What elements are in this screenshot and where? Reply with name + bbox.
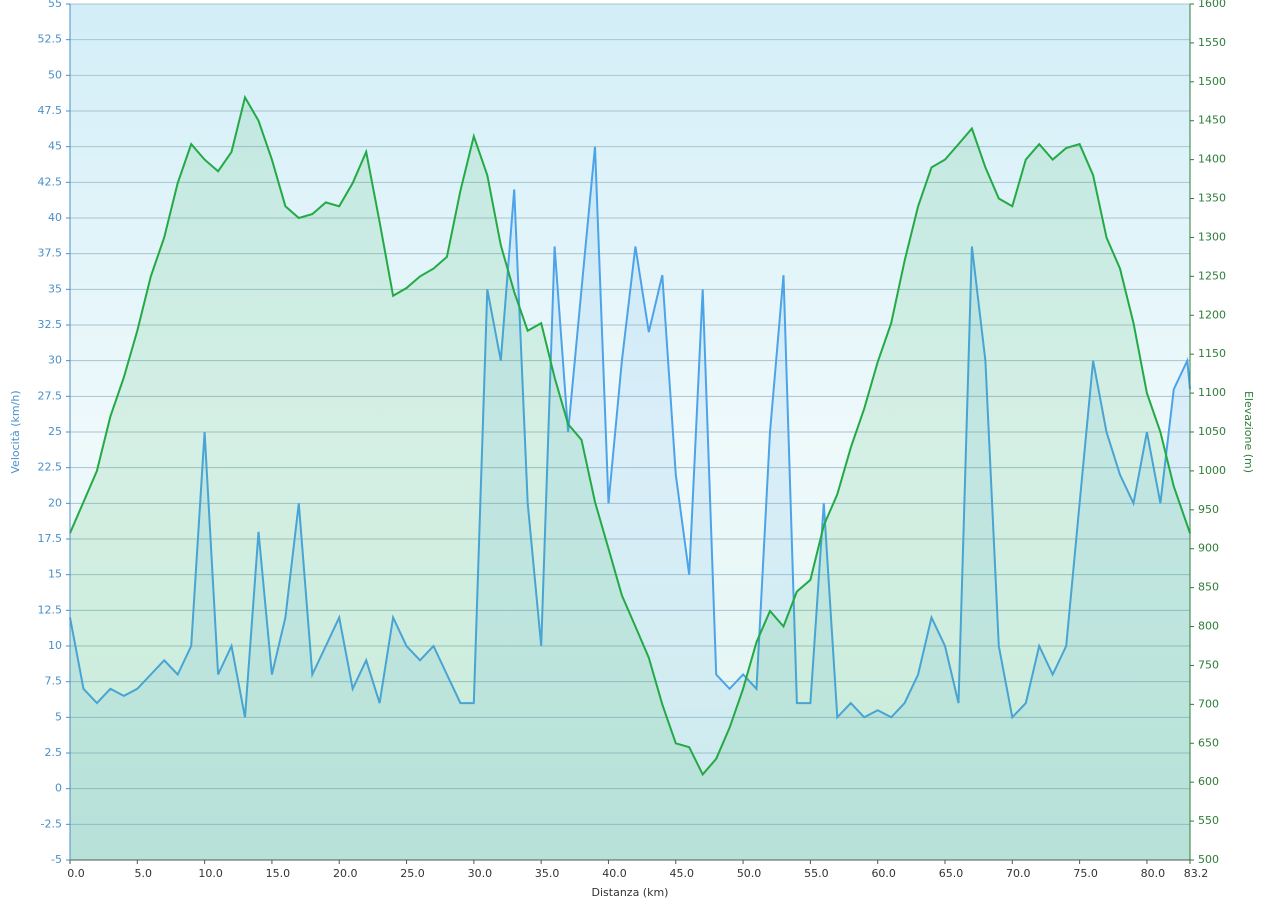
y-tick-label: 10	[48, 639, 62, 652]
series-line	[69, 146, 1191, 720]
y2-tick-label: 700	[1198, 697, 1219, 710]
y-tick-label: 17.5	[38, 532, 63, 545]
x-tick-label: 35.0	[535, 867, 560, 880]
y2-tick-label: 1550	[1198, 36, 1226, 49]
y-tick-label: 7.5	[45, 675, 63, 688]
x-tick-label: 65.0	[939, 867, 964, 880]
x-tick-label: 75.0	[1073, 867, 1098, 880]
y2-tick-label: 1000	[1198, 464, 1226, 477]
y-tick-label: 30	[48, 354, 62, 367]
y2-tick-label: 850	[1198, 581, 1219, 594]
y-tick-label: 45	[48, 140, 62, 153]
y2-tick-label: 550	[1198, 814, 1219, 827]
series-line	[69, 94, 1191, 777]
y2-tick-label: 1100	[1198, 386, 1226, 399]
y2-tick-label: 950	[1198, 503, 1219, 516]
y2-tick-label: 650	[1198, 736, 1219, 749]
y-tick-label: 35	[48, 282, 62, 295]
y2-tick-label: 1050	[1198, 425, 1226, 438]
x-tick-label: 70.0	[1006, 867, 1031, 880]
y2-tick-label: 900	[1198, 542, 1219, 555]
y-tick-label: 27.5	[38, 389, 63, 402]
y-tick-label: 55	[48, 0, 62, 10]
y-tick-label: 50	[48, 68, 62, 81]
x-tick-label: 10.0	[198, 867, 223, 880]
y2-tick-label: 1150	[1198, 347, 1226, 360]
x-tick-label: 5.0	[135, 867, 153, 880]
y-tick-label: -2.5	[41, 817, 62, 830]
x-tick-label: 80.0	[1141, 867, 1166, 880]
y2-tick-label: 1200	[1198, 308, 1226, 321]
y2-tick-label: 750	[1198, 658, 1219, 671]
y-tick-label: 32.5	[38, 318, 63, 331]
y2-tick-label: 800	[1198, 620, 1219, 633]
y-axis-label: Velocità (km/h)	[9, 390, 22, 473]
y-tick-label: -5	[51, 853, 62, 866]
x-axis-label: Distanza (km)	[592, 886, 669, 899]
x-tick-label: 0.0	[67, 867, 85, 880]
x-tick-label: 55.0	[804, 867, 829, 880]
y2-tick-label: 1300	[1198, 230, 1226, 243]
y2-tick-label: 500	[1198, 853, 1219, 866]
y2-tick-label: 600	[1198, 775, 1219, 788]
y-tick-label: 0	[55, 782, 62, 795]
y-tick-label: 42.5	[38, 175, 63, 188]
y2-axis-label: Elevazione (m)	[1242, 391, 1255, 473]
y-tick-label: 25	[48, 425, 62, 438]
y2-tick-label: 1500	[1198, 75, 1226, 88]
x-tick-label: 45.0	[670, 867, 695, 880]
series-area	[70, 146, 1190, 860]
x-tick-label: 40.0	[602, 867, 627, 880]
x-tick-label: 50.0	[737, 867, 762, 880]
x-tick-label: 25.0	[400, 867, 425, 880]
y2-tick-label: 1600	[1198, 0, 1226, 10]
y-tick-label: 47.5	[38, 104, 63, 117]
y-tick-label: 37.5	[38, 247, 63, 260]
y-tick-label: 22.5	[38, 461, 63, 474]
y-tick-label: 5	[55, 710, 62, 723]
y-tick-label: 12.5	[38, 603, 63, 616]
y-tick-label: 52.5	[38, 33, 63, 46]
x-tick-label: 83.2	[1184, 867, 1209, 880]
x-tick-label: 15.0	[266, 867, 291, 880]
y2-tick-label: 1400	[1198, 153, 1226, 166]
y2-tick-label: 1350	[1198, 192, 1226, 205]
series-area	[70, 97, 1190, 860]
y2-tick-label: 1250	[1198, 269, 1226, 282]
y-tick-label: 20	[48, 496, 62, 509]
x-tick-label: 30.0	[468, 867, 493, 880]
x-tick-label: 60.0	[871, 867, 896, 880]
y-tick-label: 15	[48, 568, 62, 581]
x-tick-label: 20.0	[333, 867, 358, 880]
y-tick-label: 40	[48, 211, 62, 224]
y-tick-label: 2.5	[45, 746, 63, 759]
y2-tick-label: 1450	[1198, 114, 1226, 127]
